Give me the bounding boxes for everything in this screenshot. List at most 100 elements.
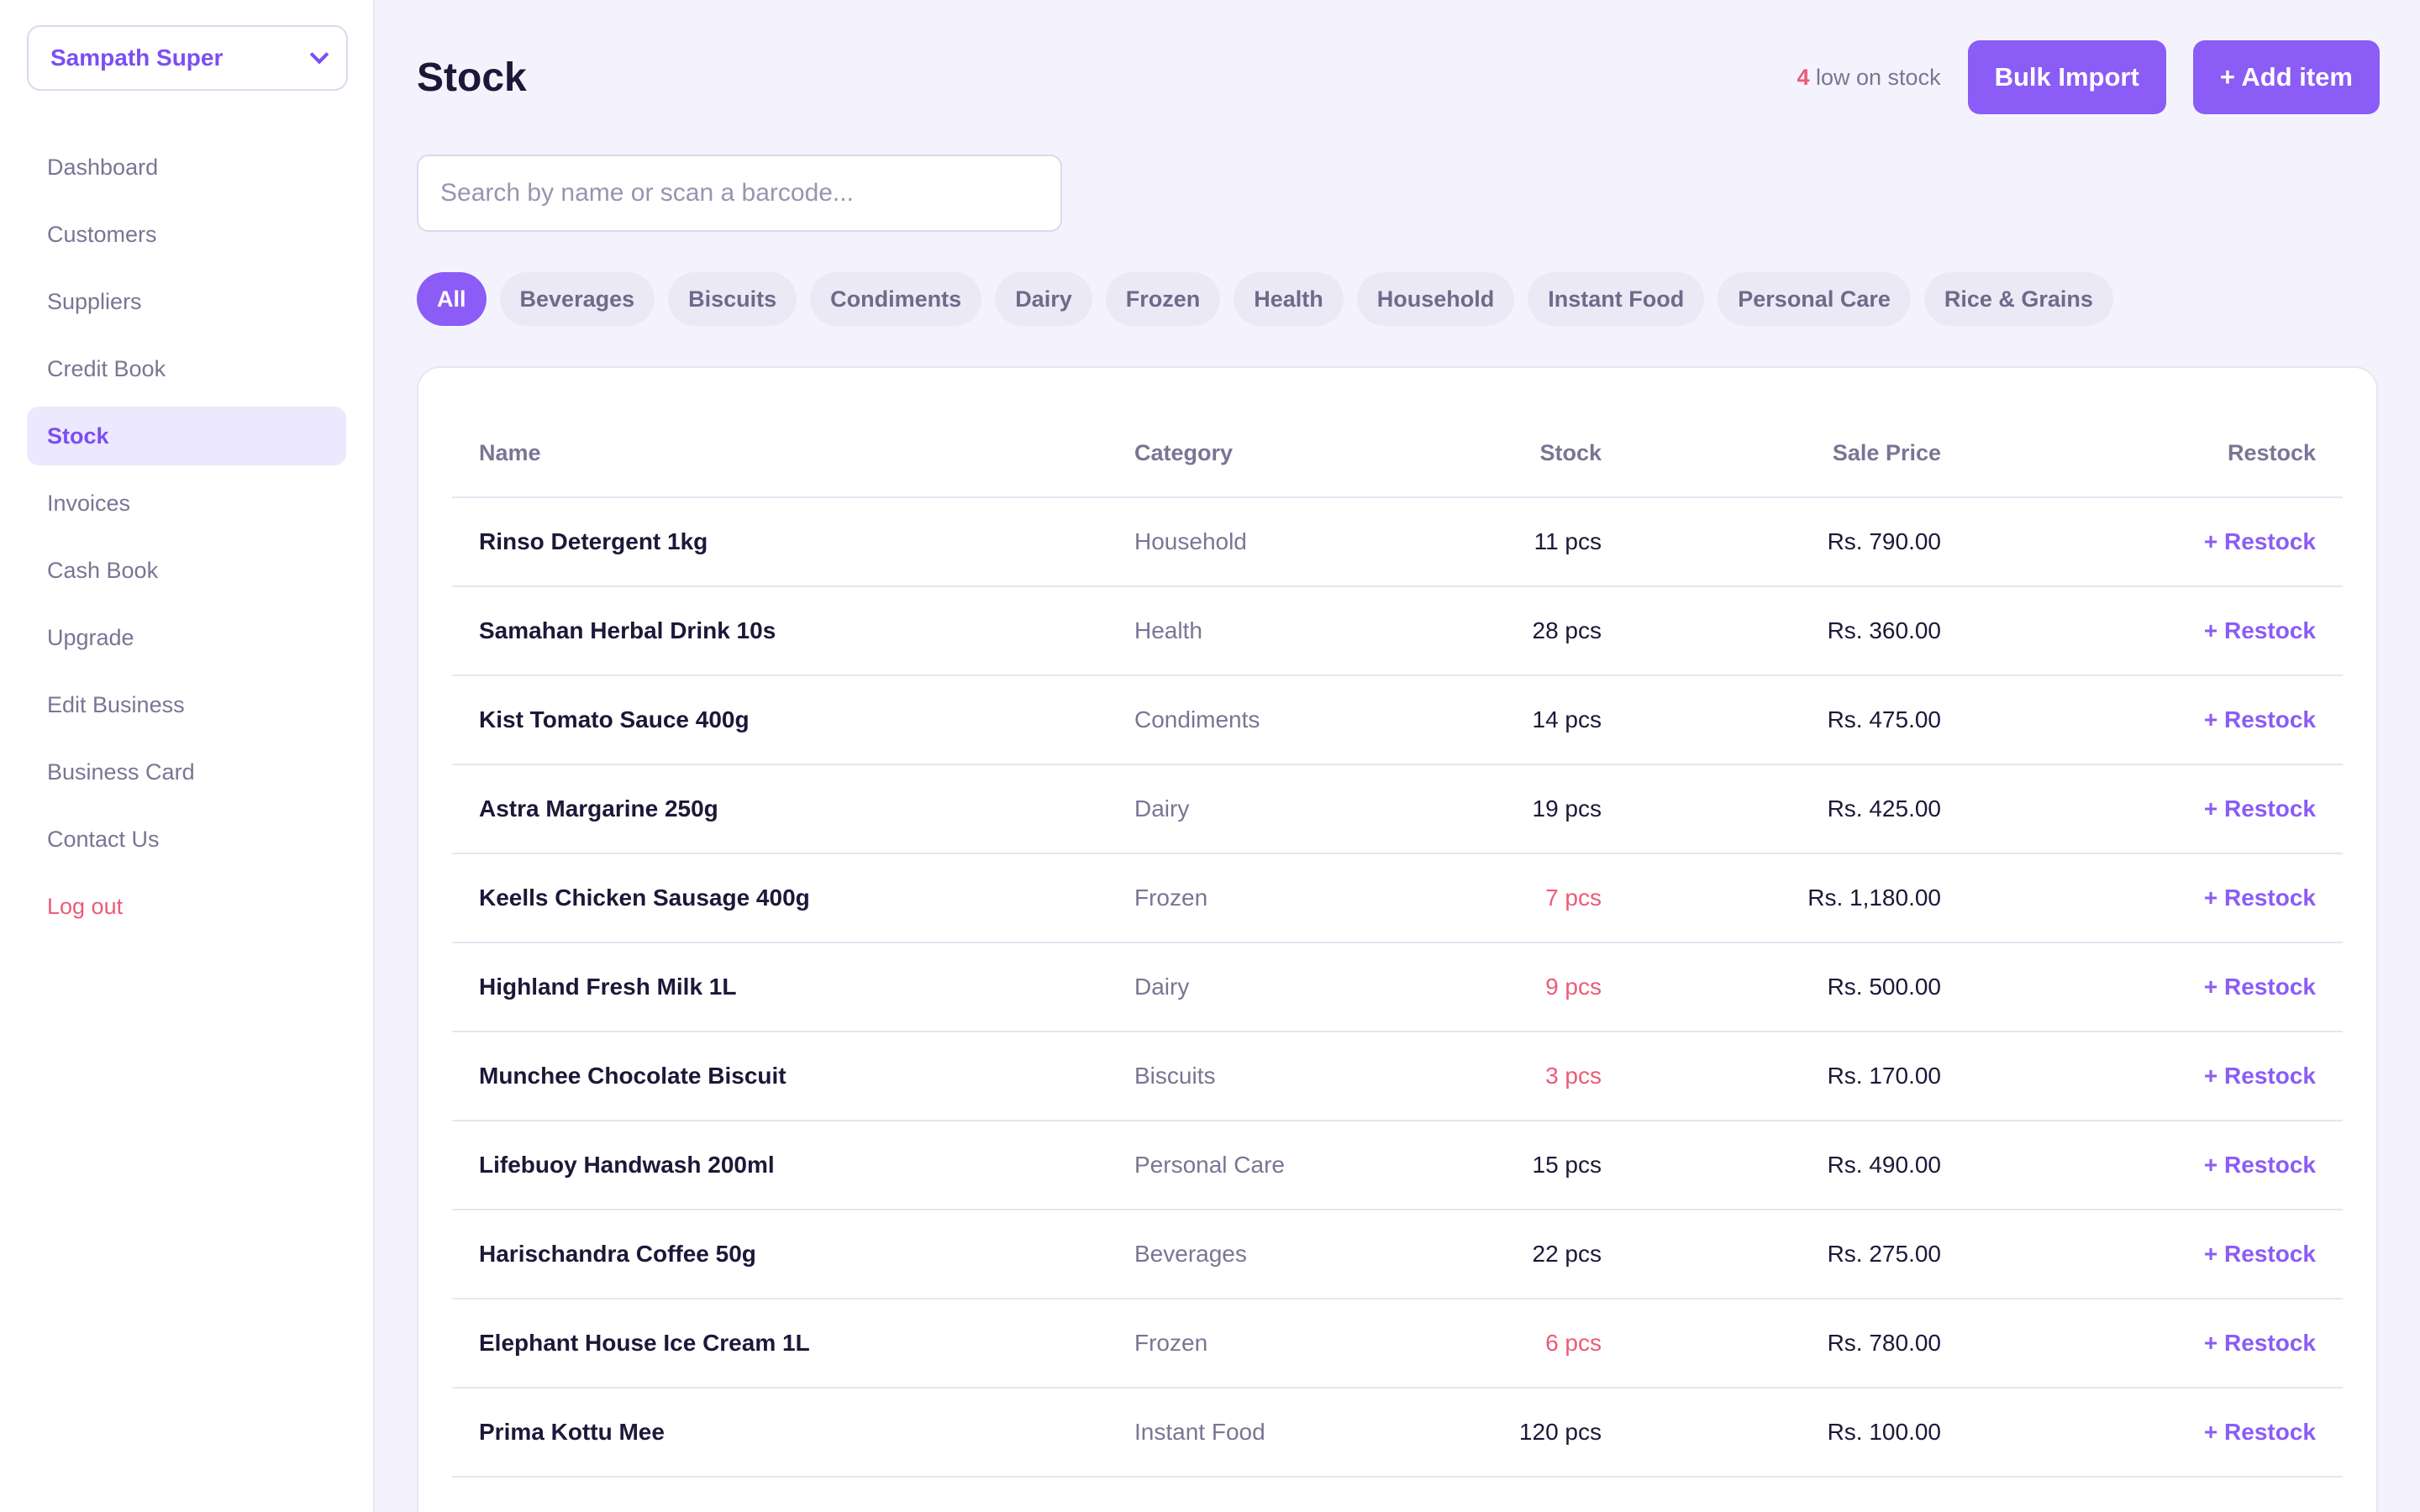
restock-button[interactable]: + Restock — [1968, 586, 2343, 676]
sidebar-item-dashboard[interactable]: Dashboard — [47, 154, 159, 180]
filter-chip-beverages[interactable]: Beverages — [499, 272, 655, 326]
item-category: Beverages — [1107, 1477, 1410, 1512]
restock-button[interactable]: + Restock — [1968, 853, 2343, 943]
table-header-row: Name Category Stock Sale Price Restock — [452, 410, 2343, 498]
sidebar-item-logout[interactable]: Log out — [47, 893, 124, 919]
business-selector[interactable]: Sampath Super — [27, 25, 348, 91]
item-sale-price: Rs. 350.00 — [1628, 1477, 1968, 1512]
item-sale-price: Rs. 500.00 — [1628, 942, 1968, 1032]
table-row: Samahan Herbal Drink 10s Health 28 pcs Rs. … — [452, 586, 2343, 676]
item-sale-price: Rs. 425.00 — [1628, 764, 1968, 854]
item-stock: 14 pcs — [1410, 675, 1628, 765]
restock-button[interactable]: + Restock — [1968, 1299, 2343, 1389]
item-category: Dairy — [1107, 764, 1410, 854]
low-stock-text: low on stock — [1816, 64, 1941, 90]
item-category: Personal Care — [1107, 1121, 1410, 1210]
item-sale-price: Rs. 780.00 — [1628, 1299, 1968, 1389]
add-item-button[interactable]: + Add item — [2192, 40, 2380, 114]
sidebar-item-credit-book[interactable]: Credit Book — [47, 355, 166, 381]
item-name: Rinso Detergent 1kg — [452, 497, 1107, 587]
column-header-stock: Stock — [1410, 410, 1628, 498]
table-row: Lifebuoy Handwash 200ml Personal Care 15 p… — [452, 1121, 2343, 1210]
restock-button[interactable]: + Restock — [1968, 764, 2343, 854]
item-name: Keells Chicken Sausage 400g — [452, 853, 1107, 943]
table-row: Astra Margarine 250g Dairy 19 pcs Rs. 425.0… — [452, 764, 2343, 854]
restock-button[interactable]: + Restock — [1968, 1032, 2343, 1121]
page-title: Stock — [417, 55, 527, 100]
restock-button[interactable]: + Restock — [1968, 1210, 2343, 1299]
bulk-import-button[interactable]: Bulk Import — [1967, 40, 2166, 114]
sidebar-item-upgrade[interactable]: Upgrade — [47, 624, 134, 650]
restock-button[interactable]: + Restock — [1968, 942, 2343, 1032]
filter-chip-household[interactable]: Household — [1356, 272, 1515, 326]
item-category: Dairy — [1107, 942, 1410, 1032]
item-name: Elephant House Ice Cream 1L — [452, 1299, 1107, 1389]
table-row: Harischandra Coffee 50g Beverages 22 pcs Rs… — [452, 1210, 2343, 1299]
item-stock: 28 pcs — [1410, 586, 1628, 676]
column-header-name: Name — [452, 410, 1107, 498]
restock-button[interactable]: + Restock — [1968, 1477, 2343, 1512]
sidebar-item-customers[interactable]: Customers — [47, 221, 157, 247]
item-stock: 19 pcs — [1410, 764, 1628, 854]
item-category: Frozen — [1107, 853, 1410, 943]
stock-table-card: Name Category Stock Sale Price Restock R… — [417, 366, 2378, 1512]
restock-button[interactable]: + Restock — [1968, 1388, 2343, 1478]
filter-chip-personal-care[interactable]: Personal Care — [1718, 272, 1911, 326]
sidebar: Sampath Super Dashboard Customers Suppli… — [0, 0, 375, 1512]
column-header-sale-price: Sale Price — [1628, 410, 1968, 498]
filter-chip-instant-food[interactable]: Instant Food — [1528, 272, 1705, 326]
item-stock: 15 pcs — [1410, 1121, 1628, 1210]
sidebar-nav: Dashboard Customers Suppliers Credit Boo… — [27, 138, 346, 936]
filter-chip-health[interactable]: Health — [1234, 272, 1344, 326]
filter-chip-biscuits[interactable]: Biscuits — [668, 272, 797, 326]
item-category: Frozen — [1107, 1299, 1410, 1389]
item-sale-price: Rs. 275.00 — [1628, 1210, 1968, 1299]
item-category: Health — [1107, 586, 1410, 676]
item-stock: 7 pcs — [1410, 853, 1628, 943]
filter-chip-frozen[interactable]: Frozen — [1105, 272, 1221, 326]
table-row: Kist Tomato Sauce 400g Condiments 14 pcs Rs… — [452, 675, 2343, 765]
sidebar-item-business-card[interactable]: Business Card — [47, 759, 195, 785]
restock-button[interactable]: + Restock — [1968, 1121, 2343, 1210]
item-sale-price: Rs. 490.00 — [1628, 1121, 1968, 1210]
sidebar-item-suppliers[interactable]: Suppliers — [47, 288, 142, 314]
table-body: Rinso Detergent 1kg Household 11 pcs Rs. 79… — [452, 497, 2343, 1512]
low-stock-indicator: 4 low on stock — [1797, 65, 1940, 91]
table-row: Prima Kottu Mee Instant Food 120 pcs Rs. 10… — [452, 1388, 2343, 1478]
item-name: Highland Fresh Milk 1L — [452, 942, 1107, 1032]
sidebar-item-edit-business[interactable]: Edit Business — [47, 691, 185, 717]
item-name: Harischandra Coffee 50g — [452, 1210, 1107, 1299]
table-row: Keells Chicken Sausage 400g Frozen 7 pcs Rs… — [452, 853, 2343, 943]
business-name: Sampath Super — [50, 45, 224, 71]
item-name: Kist Tomato Sauce 400g — [452, 675, 1107, 765]
item-stock: 40 pcs — [1410, 1477, 1628, 1512]
item-name: Prima Kottu Mee — [452, 1388, 1107, 1478]
restock-button[interactable]: + Restock — [1968, 675, 2343, 765]
sidebar-item-cash-book[interactable]: Cash Book — [47, 557, 159, 583]
item-stock: 22 pcs — [1410, 1210, 1628, 1299]
sidebar-item-stock[interactable]: Stock — [27, 407, 346, 465]
sidebar-item-invoices[interactable]: Invoices — [47, 490, 131, 516]
item-category: Condiments — [1107, 675, 1410, 765]
table-row: Rinso Detergent 1kg Household 11 pcs Rs. 79… — [452, 497, 2343, 587]
sidebar-item-contact-us[interactable]: Contact Us — [47, 826, 160, 852]
filter-chip-all[interactable]: All — [417, 272, 487, 326]
low-stock-count: 4 — [1797, 64, 1810, 90]
filter-chip-dairy[interactable]: Dairy — [995, 272, 1092, 326]
item-sale-price: Rs. 1,180.00 — [1628, 853, 1968, 943]
chevron-down-icon — [309, 45, 329, 65]
item-stock: 120 pcs — [1410, 1388, 1628, 1478]
filter-chip-rice-grains[interactable]: Rice & Grains — [1923, 272, 2113, 326]
page-header: Stock 4 low on stock Bulk Import + Add i… — [417, 40, 2380, 114]
filter-chip-condiments[interactable]: Condiments — [810, 272, 982, 326]
item-sale-price: Rs. 170.00 — [1628, 1032, 1968, 1121]
item-stock: 3 pcs — [1410, 1032, 1628, 1121]
item-name: Coca-Cola 1.5L — [452, 1477, 1107, 1512]
restock-button[interactable]: + Restock — [1968, 497, 2343, 587]
stock-table: Name Category Stock Sale Price Restock R… — [452, 410, 2343, 1512]
search-input[interactable] — [417, 155, 1062, 232]
main-content: Stock 4 low on stock Bulk Import + Add i… — [375, 0, 2420, 1512]
item-sale-price: Rs. 475.00 — [1628, 675, 1968, 765]
item-category: Beverages — [1107, 1210, 1410, 1299]
